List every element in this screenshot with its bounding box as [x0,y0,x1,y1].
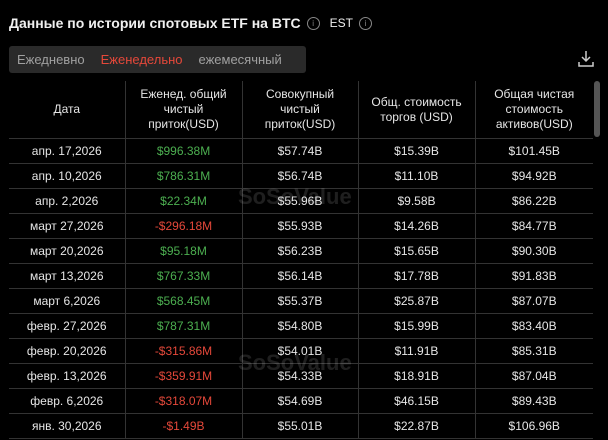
column-header: Еженед. общий чистый приток(USD) [125,81,243,139]
period-tabs: Ежедневно Еженедельно ежемесячный [9,46,306,73]
value-cell: $57.74B [242,138,359,164]
date-cell: март 20,2026 [9,238,126,264]
value-cell: $90.30B [475,238,593,264]
net-inflow-cell: -$359.91M [125,363,243,389]
table-row: апр. 2,2026 $22.34M $55.96B $9.58B $86.22B [9,188,593,214]
date-cell: февр. 13,2026 [9,363,126,389]
value-cell: $85.31B [475,338,593,364]
column-header: Дата [9,81,126,139]
value-cell: $54.69B [242,388,359,414]
timezone-info-icon[interactable]: i [358,16,372,30]
value-cell: $56.74B [242,163,359,189]
net-inflow-cell: $22.34M [125,188,243,214]
column-header: Общ. стоимость торгов (USD) [358,81,476,139]
value-cell: $55.37B [242,288,359,314]
download-icon[interactable] [578,50,594,68]
net-inflow-cell: $786.31M [125,163,243,189]
date-cell: янв. 30,2026 [9,413,126,439]
net-inflow-cell: -$315.86M [125,338,243,364]
value-cell: $56.23B [242,238,359,264]
value-cell: $22.87B [358,413,476,439]
value-cell: $83.40B [475,313,593,339]
date-cell: март 13,2026 [9,263,126,289]
table-row: февр. 13,2026 -$359.91M $54.33B $18.91B $87.… [9,363,593,389]
value-cell: $54.80B [242,313,359,339]
table-row: март 13,2026 $767.33M $56.14B $17.78B $91.83… [9,263,593,289]
date-cell: апр. 10,2026 [9,163,126,189]
value-cell: $86.22B [475,188,593,214]
value-cell: $55.01B [242,413,359,439]
value-cell: $87.04B [475,363,593,389]
tab-weekly[interactable]: Еженедельно [100,52,183,67]
table-row: март 6,2026 $568.45M $55.37B $25.87B $87.07B [9,288,593,314]
value-cell: $17.78B [358,263,476,289]
value-cell: $46.15B [358,388,476,414]
value-cell: $15.65B [358,238,476,264]
net-inflow-cell: $568.45M [125,288,243,314]
value-cell: $56.14B [242,263,359,289]
value-cell: $15.99B [358,313,476,339]
tab-daily[interactable]: Ежедневно [17,52,85,67]
value-cell: $25.87B [358,288,476,314]
value-cell: $11.10B [358,163,476,189]
etf-history-table: Дата Еженед. общий чистый приток(USD) Сово… [9,81,593,440]
table-row: янв. 30,2026 -$1.49B $55.01B $22.87B $106.96… [9,413,593,439]
column-header: Общая чистая стоимость активов(USD) [475,81,593,139]
date-cell: март 27,2026 [9,213,126,239]
table-row: февр. 20,2026 -$315.86M $54.01B $11.91B $85.… [9,338,593,364]
net-inflow-cell: -$1.49B [125,413,243,439]
table-row: февр. 6,2026 -$318.07M $54.69B $46.15B $89.4… [9,388,593,414]
table-row: март 27,2026 -$296.18M $55.93B $14.26B $84.7… [9,213,593,239]
table-scrollbar[interactable] [594,81,600,137]
value-cell: $87.07B [475,288,593,314]
date-cell: февр. 6,2026 [9,388,126,414]
value-cell: $18.91B [358,363,476,389]
info-icon[interactable]: i [306,16,320,30]
value-cell: $9.58B [358,188,476,214]
value-cell: $11.91B [358,338,476,364]
value-cell: $54.01B [242,338,359,364]
date-cell: март 6,2026 [9,288,126,314]
date-cell: февр. 27,2026 [9,313,126,339]
value-cell: $84.77B [475,213,593,239]
column-header: Совокупный чистый приток(USD) [242,81,359,139]
page-title: Данные по истории спотовых ETF на BTC i … [9,15,372,31]
net-inflow-cell: $95.18M [125,238,243,264]
timezone-label[interactable]: EST [329,16,353,30]
value-cell: $14.26B [358,213,476,239]
value-cell: $89.43B [475,388,593,414]
date-cell: апр. 17,2026 [9,138,126,164]
net-inflow-cell: $787.31M [125,313,243,339]
value-cell: $106.96B [475,413,593,439]
table-row: март 20,2026 $95.18M $56.23B $15.65B $90.30B [9,238,593,264]
date-cell: апр. 2,2026 [9,188,126,214]
value-cell: $94.92B [475,163,593,189]
table-row: февр. 27,2026 $787.31M $54.80B $15.99B $83.4… [9,313,593,339]
table-row: апр. 17,2026 $996.38M $57.74B $15.39B $101.4… [9,138,593,164]
net-inflow-cell: -$318.07M [125,388,243,414]
date-cell: февр. 20,2026 [9,338,126,364]
value-cell: $54.33B [242,363,359,389]
value-cell: $55.93B [242,213,359,239]
net-inflow-cell: $767.33M [125,263,243,289]
table-row: апр. 10,2026 $786.31M $56.74B $11.10B $94.92… [9,163,593,189]
value-cell: $91.83B [475,263,593,289]
title-text: Данные по истории спотовых ETF на BTC [9,15,301,31]
value-cell: $55.96B [242,188,359,214]
net-inflow-cell: $996.38M [125,138,243,164]
value-cell: $15.39B [358,138,476,164]
tab-monthly[interactable]: ежемесячный [198,52,282,67]
net-inflow-cell: -$296.18M [125,213,243,239]
value-cell: $101.45B [475,138,593,164]
